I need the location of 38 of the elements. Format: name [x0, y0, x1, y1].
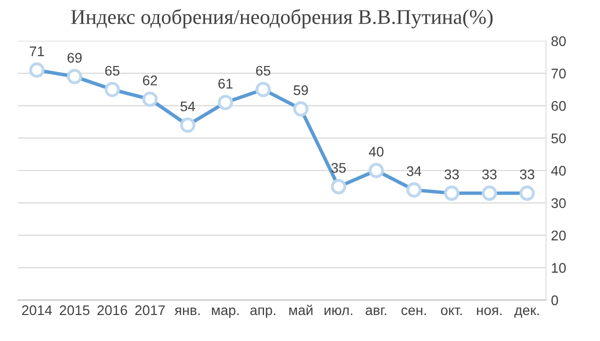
data-label: 33 [444, 169, 459, 180]
y-tick-label: 40 [551, 166, 566, 176]
data-label: 62 [142, 76, 158, 86]
data-label: 65 [256, 66, 270, 76]
x-tick-label: авг. [366, 308, 386, 316]
y-tick-label: 20 [552, 230, 566, 240]
x-tick-label: апр. [250, 308, 276, 318]
data-label: 54 [180, 102, 196, 112]
data-label: 61 [218, 78, 232, 89]
x-tick-label: 2017 [135, 305, 165, 316]
y-tick-label: 80 [551, 36, 566, 46]
data-label: 65 [105, 66, 120, 76]
chart-title: Индекс одобрения/неодобрения В.В.Путина(%) [71, 8, 493, 28]
x-tick-label: 2014 [22, 305, 52, 316]
data-label: 59 [294, 85, 308, 96]
x-tick-label: окт. [440, 308, 462, 316]
data-label: 71 [30, 46, 44, 56]
x-tick-label: май [289, 304, 312, 316]
y-tick-label: 70 [552, 68, 566, 78]
data-label: 33 [520, 169, 534, 180]
y-tick-label: 0 [551, 295, 558, 306]
y-tick-label: 60 [552, 101, 566, 111]
x-tick-label: июл. [324, 308, 352, 316]
y-tick-label: 30 [551, 198, 566, 208]
y-tick-label: 50 [551, 133, 566, 144]
x-tick-label: мар. [212, 308, 239, 318]
x-tick-label: янв. [174, 308, 200, 316]
x-tick-label: дек. [514, 308, 539, 318]
x-tick-label: ноя. [477, 308, 502, 316]
y-tick-label: 10 [552, 263, 566, 273]
x-tick-label: сен. [401, 308, 426, 316]
x-tick-label: 2016 [98, 305, 128, 316]
data-label: 69 [68, 52, 82, 63]
data-label: 34 [406, 166, 422, 176]
data-label: 35 [331, 163, 346, 173]
data-label: 33 [482, 169, 497, 180]
x-tick-label: 2015 [60, 305, 90, 316]
data-label: 40 [368, 146, 384, 157]
